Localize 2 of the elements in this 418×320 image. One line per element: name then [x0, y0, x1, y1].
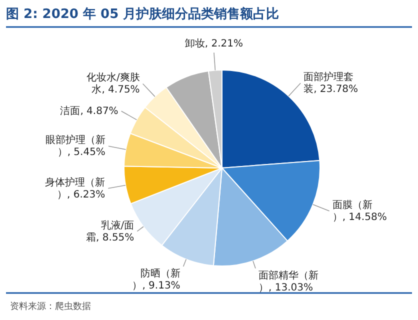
text: 资料来源：爬虫数据	[10, 301, 91, 312]
chart-title: 图 2: 2020 年 05 月护肤细分品类销售额占比	[6, 6, 280, 22]
